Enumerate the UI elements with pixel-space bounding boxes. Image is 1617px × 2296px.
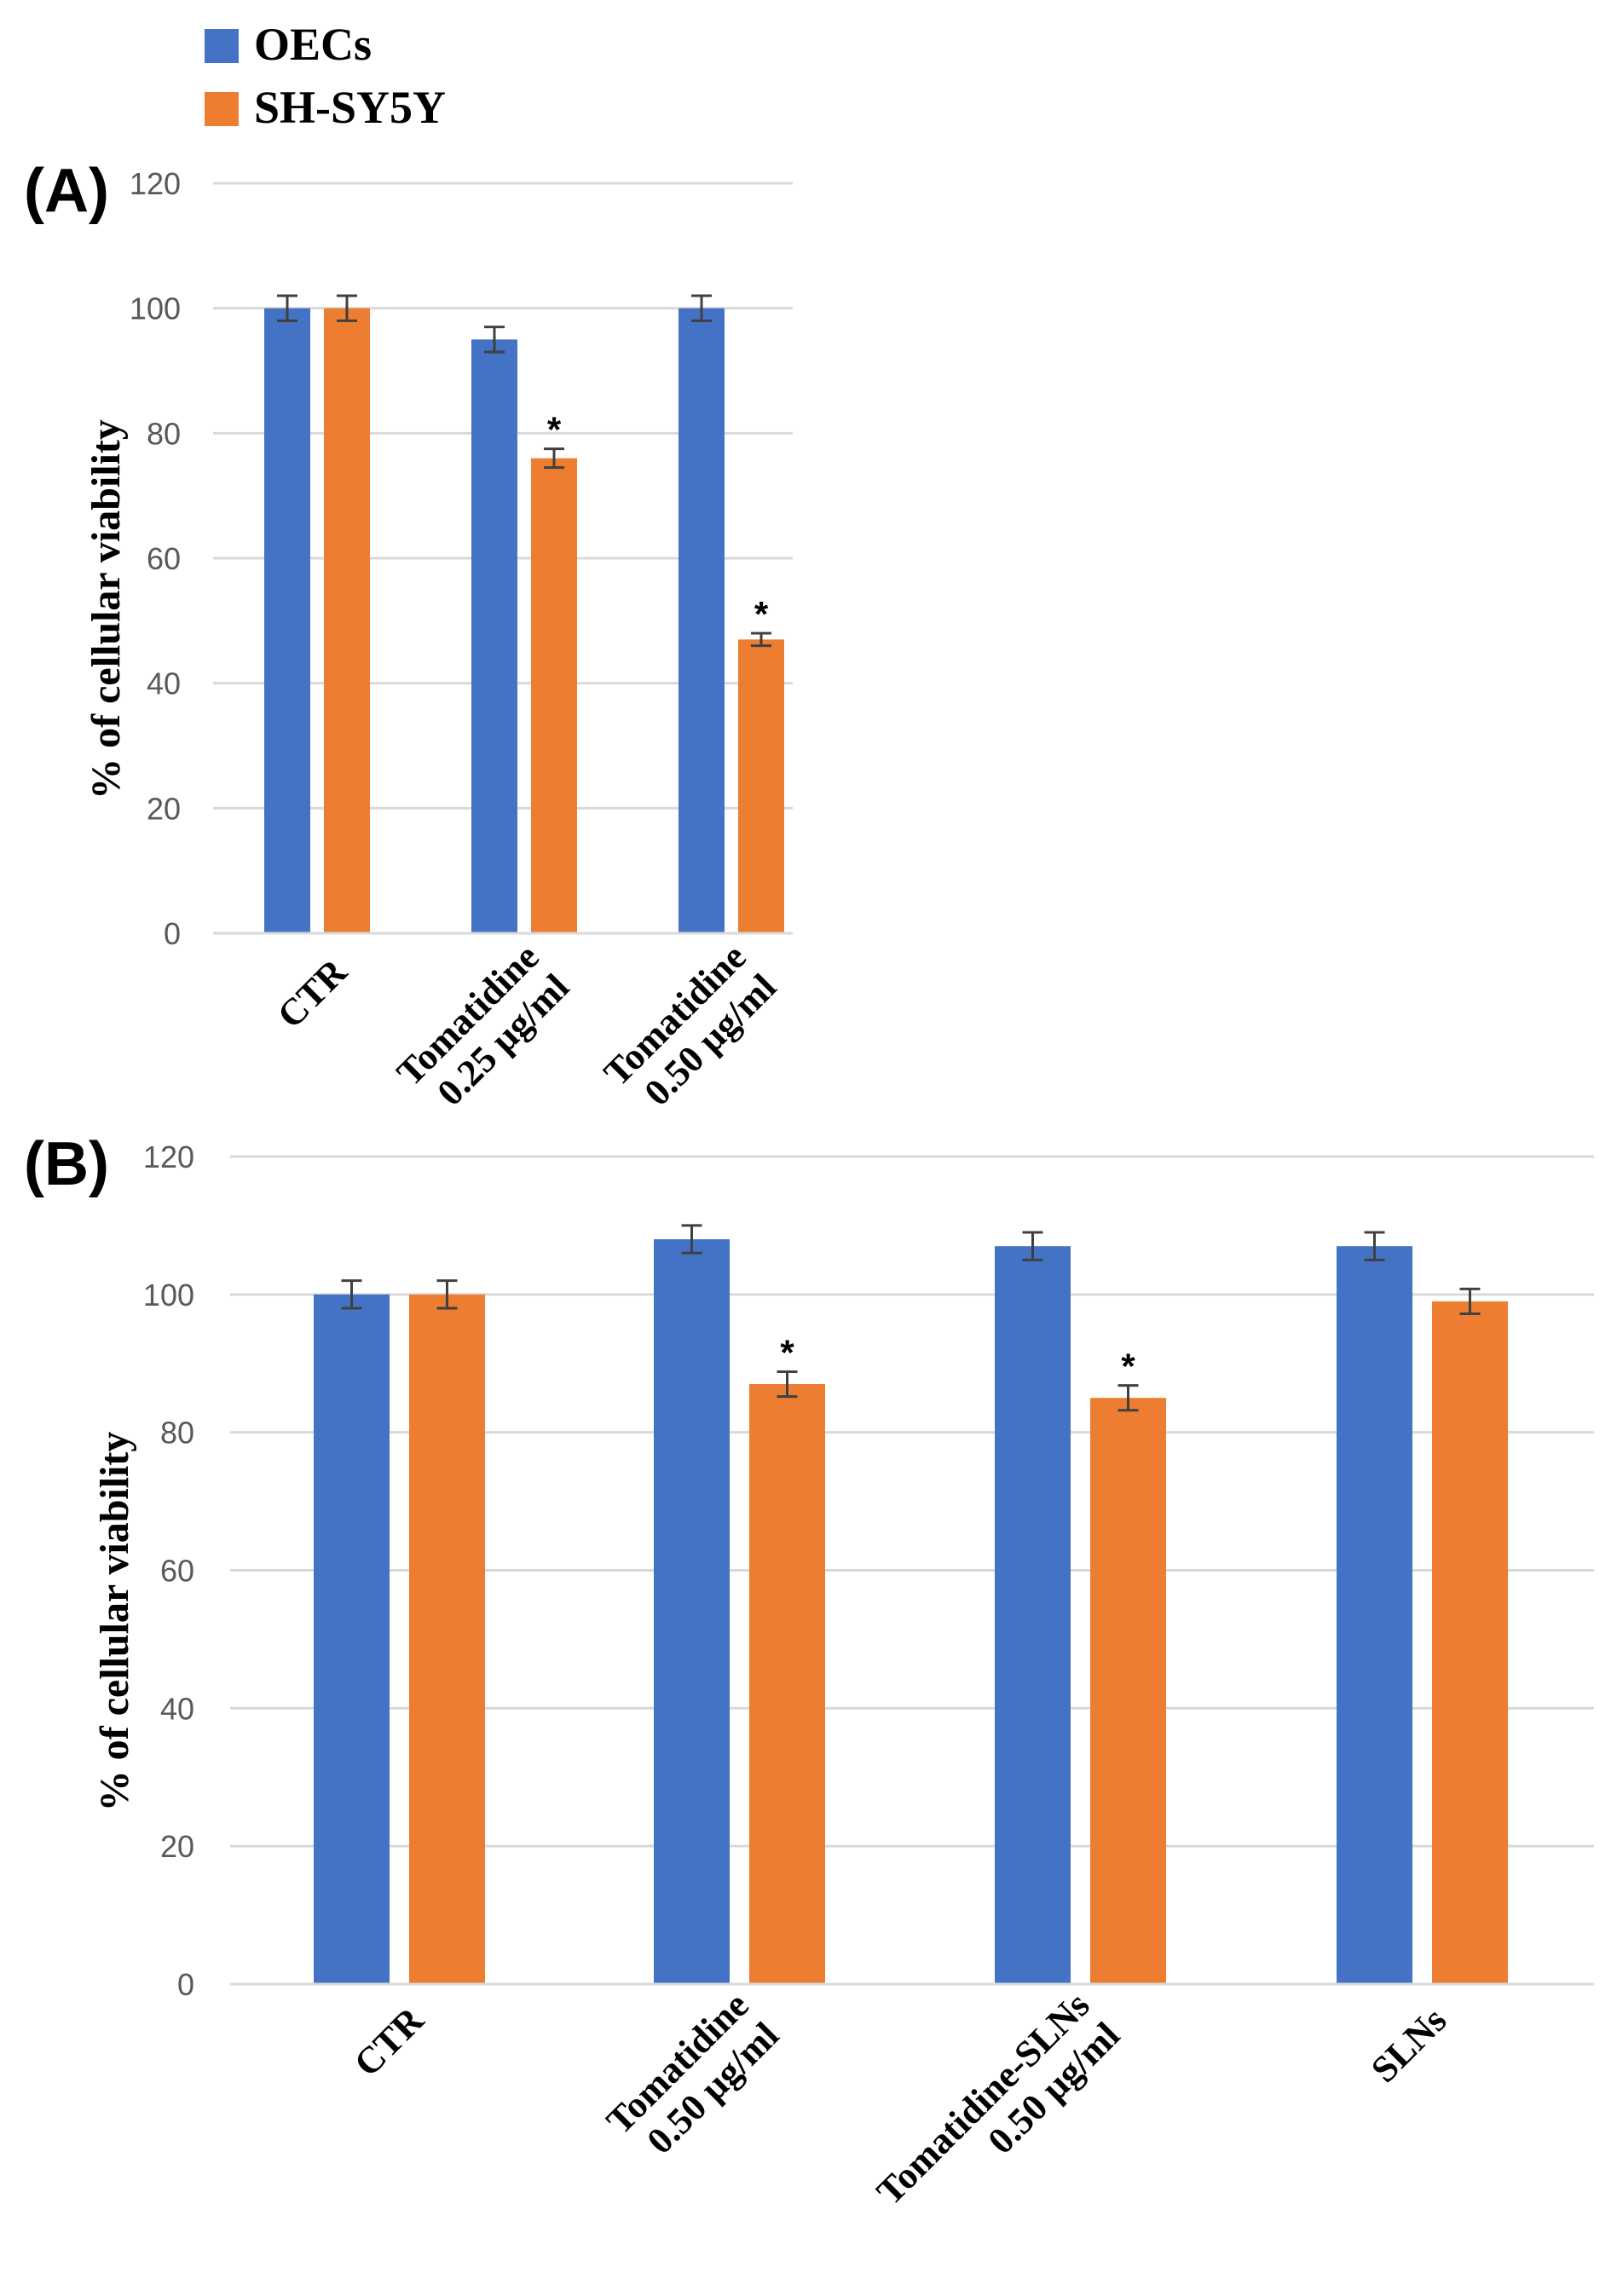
x-tick-label: SLNs xyxy=(1363,1999,1454,2091)
legend-swatch-1 xyxy=(205,29,239,63)
bar-shsy5y xyxy=(409,1294,485,1984)
y-tick-label: 0 xyxy=(177,1967,194,2002)
bar-oecs xyxy=(471,339,517,933)
y-tick-label: 100 xyxy=(143,1278,194,1312)
bar-shsy5y xyxy=(738,639,784,933)
legend-label-2: SH-SY5Y xyxy=(254,82,446,133)
y-tick-label: 20 xyxy=(147,791,181,826)
y-tick-label: 100 xyxy=(130,291,181,326)
y-tick-label: 60 xyxy=(160,1554,194,1589)
panel-b: (B) 0 20 40 60 80 100 120 % of cellular viabilit… xyxy=(24,1130,1594,2213)
legend-label-1: OECs xyxy=(254,19,372,70)
bar-oecs xyxy=(995,1246,1071,1984)
y-tick-label: 60 xyxy=(147,541,181,576)
bar-shsy5y xyxy=(531,458,577,933)
y-tick-label: 40 xyxy=(160,1691,194,1726)
y-axis-label: % of cellular viability xyxy=(84,419,129,799)
x-tick-label: CTR xyxy=(346,1999,432,2085)
significance-marker: * xyxy=(547,410,562,450)
y-tick-label: 120 xyxy=(130,166,181,201)
panel-a: (A) 0 20 40 60 80 100 120 % of cellular viabilit… xyxy=(24,157,793,1114)
y-tick-label: 0 xyxy=(164,916,181,951)
bar-oecs xyxy=(314,1294,390,1984)
bar-shsy5y xyxy=(749,1384,825,1984)
legend-swatch-2 xyxy=(205,92,239,126)
significance-marker: * xyxy=(1121,1347,1135,1387)
y-tick-label: 120 xyxy=(143,1139,194,1174)
y-axis-label: % of cellular viability xyxy=(92,1432,137,1812)
bar-oecs xyxy=(264,308,310,934)
y-tick-label: 80 xyxy=(160,1416,194,1451)
y-tick-label: 80 xyxy=(147,416,181,451)
panel-label: (A) xyxy=(24,157,109,225)
significance-marker: * xyxy=(754,594,769,634)
y-tick-label: 20 xyxy=(160,1829,194,1864)
significance-marker: * xyxy=(780,1332,794,1372)
bar-oecs xyxy=(654,1239,730,1984)
bar-shsy5y xyxy=(324,308,370,934)
bar-oecs xyxy=(679,308,725,934)
x-tick-label: CTR xyxy=(269,950,355,1036)
bar-shsy5y xyxy=(1090,1398,1166,1984)
y-tick-label: 40 xyxy=(147,666,181,701)
bar-shsy5y xyxy=(1432,1301,1508,1984)
panel-label: (B) xyxy=(24,1130,109,1198)
bar-oecs xyxy=(1337,1246,1412,1984)
legend: OECs SH-SY5Y xyxy=(205,19,446,133)
